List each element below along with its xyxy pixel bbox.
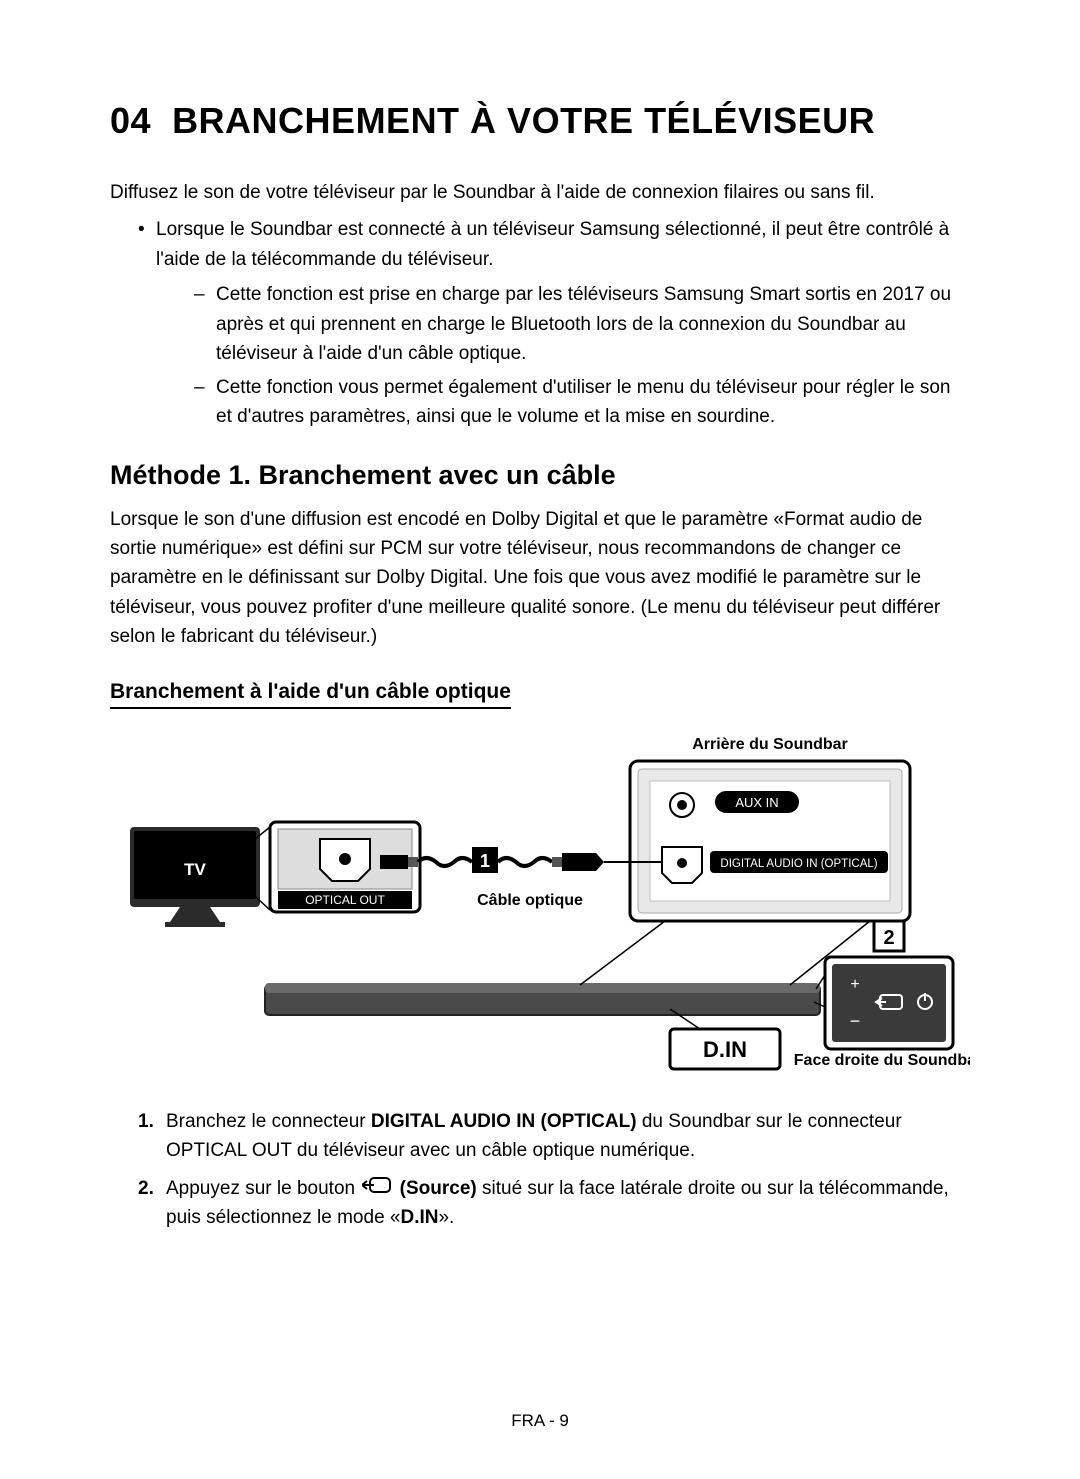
step-text: Branchez le connecteur: [166, 1111, 371, 1132]
bullet-list: Lorsque le Soundbar est connecté à un té…: [110, 215, 970, 431]
diagram-number-2: 2: [883, 927, 894, 949]
section-number: 04: [110, 100, 151, 141]
tv-icon: TV: [130, 827, 260, 927]
rear-label: Arrière du Soundbar: [692, 736, 848, 753]
steps-list: Branchez le connecteur DIGITAL AUDIO IN …: [110, 1107, 970, 1233]
din-label-box: D.IN: [670, 1029, 780, 1069]
source-icon: [362, 1174, 392, 1203]
connection-diagram: TV OPTICAL OUT 1 Câble optique Arrière d…: [110, 727, 970, 1087]
soundbar-side-panel: + −: [825, 957, 953, 1049]
svg-text:−: −: [850, 1011, 861, 1031]
cable-label: Câble optique: [477, 892, 583, 909]
method-paragraph: Lorsque le son d'une diffusion est encod…: [110, 505, 970, 652]
diagram-svg: TV OPTICAL OUT 1 Câble optique Arrière d…: [110, 727, 970, 1087]
method-heading: Méthode 1. Branchement avec un câble: [110, 460, 970, 491]
bullet-item: Lorsque le Soundbar est connecté à un té…: [138, 215, 970, 431]
section-title: 04 BRANCHEMENT À VOTRE TÉLÉVISEUR: [110, 100, 970, 142]
side-label: Face droite du Soundbar: [794, 1052, 970, 1069]
step-item: Appuyez sur le bouton (Source) situé sur…: [138, 1174, 970, 1233]
digital-audio-in-label: DIGITAL AUDIO IN (OPTICAL): [720, 858, 877, 870]
section-title-text: BRANCHEMENT À VOTRE TÉLÉVISEUR: [172, 100, 875, 141]
aux-in-label: AUX IN: [735, 795, 778, 810]
step-bold: (Source): [400, 1178, 477, 1199]
intro-text: Diffusez le son de votre téléviseur par …: [110, 178, 970, 207]
soundbar-rear-panel: AUX IN DIGITAL AUDIO IN (OPTICAL): [630, 761, 910, 921]
step-text: ».: [438, 1207, 454, 1228]
soundbar-body: [265, 983, 820, 1015]
optical-cable: 1: [380, 847, 604, 873]
tv-label: TV: [184, 860, 206, 879]
sub-item: Cette fonction est prise en charge par l…: [194, 280, 970, 368]
step-text: Appuyez sur le bouton: [166, 1178, 360, 1199]
sub-heading: Branchement à l'aide d'un câble optique: [110, 680, 511, 709]
din-label: D.IN: [703, 1037, 747, 1062]
bullet-text: Lorsque le Soundbar est connecté à un té…: [156, 219, 949, 269]
optical-out-label: OPTICAL OUT: [305, 893, 385, 907]
step-bold: DIGITAL AUDIO IN (OPTICAL): [371, 1111, 637, 1132]
page-footer: FRA - 9: [0, 1411, 1080, 1431]
step-bold: D.IN: [400, 1207, 438, 1228]
step-item: Branchez le connecteur DIGITAL AUDIO IN …: [138, 1107, 970, 1166]
diagram-number-1: 1: [480, 851, 490, 871]
sub-item: Cette fonction vous permet également d'u…: [194, 373, 970, 432]
sub-list: Cette fonction est prise en charge par l…: [156, 280, 970, 431]
svg-text:+: +: [850, 976, 859, 993]
